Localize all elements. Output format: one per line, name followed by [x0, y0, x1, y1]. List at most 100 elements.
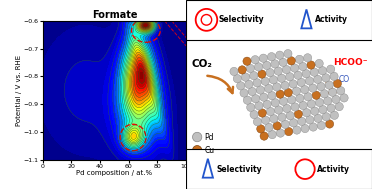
Circle shape: [268, 130, 276, 139]
Circle shape: [330, 111, 339, 119]
Circle shape: [257, 125, 265, 133]
Circle shape: [294, 110, 302, 118]
Circle shape: [293, 126, 301, 134]
Circle shape: [273, 83, 281, 91]
Text: Selectivity: Selectivity: [219, 15, 264, 24]
Circle shape: [278, 74, 286, 82]
Circle shape: [193, 132, 202, 142]
Circle shape: [245, 80, 253, 88]
Circle shape: [287, 57, 295, 65]
Circle shape: [315, 59, 323, 68]
Circle shape: [325, 81, 333, 89]
Circle shape: [266, 107, 275, 116]
Circle shape: [304, 93, 312, 101]
Circle shape: [340, 94, 348, 102]
Circle shape: [299, 62, 307, 71]
Circle shape: [291, 64, 299, 72]
Text: Cu: Cu: [205, 146, 215, 155]
Circle shape: [285, 127, 293, 136]
Circle shape: [276, 51, 284, 59]
Circle shape: [281, 81, 289, 90]
Circle shape: [276, 90, 284, 98]
Circle shape: [258, 70, 266, 78]
Text: HCOO⁻: HCOO⁻: [333, 58, 368, 67]
Circle shape: [271, 60, 279, 68]
Circle shape: [289, 119, 298, 127]
Circle shape: [282, 65, 291, 74]
Circle shape: [291, 103, 299, 111]
Text: CO: CO: [339, 75, 350, 84]
Circle shape: [309, 123, 317, 131]
Circle shape: [253, 79, 261, 87]
Circle shape: [305, 77, 314, 85]
Circle shape: [259, 54, 267, 62]
Circle shape: [240, 89, 248, 97]
Circle shape: [317, 121, 326, 130]
Circle shape: [271, 99, 279, 107]
Circle shape: [255, 102, 263, 110]
Circle shape: [322, 74, 330, 82]
Circle shape: [318, 67, 327, 75]
Circle shape: [279, 97, 288, 105]
Circle shape: [273, 122, 281, 130]
Circle shape: [327, 104, 335, 112]
Circle shape: [247, 103, 255, 112]
Circle shape: [304, 54, 312, 62]
Circle shape: [319, 105, 327, 114]
Circle shape: [294, 71, 302, 79]
Circle shape: [307, 61, 315, 69]
Text: Selectivity: Selectivity: [217, 165, 262, 174]
Circle shape: [274, 67, 282, 75]
Circle shape: [315, 98, 324, 107]
Circle shape: [292, 87, 301, 95]
Circle shape: [254, 63, 263, 71]
Circle shape: [251, 56, 259, 64]
Circle shape: [298, 117, 306, 125]
Text: Activity: Activity: [315, 15, 348, 24]
Circle shape: [310, 68, 318, 76]
Circle shape: [263, 100, 271, 108]
Circle shape: [243, 96, 251, 104]
Circle shape: [279, 58, 287, 67]
Circle shape: [299, 101, 307, 110]
Circle shape: [270, 115, 278, 123]
Circle shape: [328, 88, 337, 96]
Circle shape: [266, 68, 274, 77]
Circle shape: [301, 85, 309, 94]
Circle shape: [276, 129, 285, 137]
Circle shape: [251, 94, 260, 103]
Circle shape: [311, 107, 319, 115]
X-axis label: Pd composition / at.%: Pd composition / at.%: [76, 170, 153, 176]
Circle shape: [230, 67, 238, 76]
Circle shape: [312, 91, 320, 99]
Circle shape: [241, 73, 250, 81]
Circle shape: [302, 108, 311, 117]
Circle shape: [306, 116, 314, 124]
Circle shape: [322, 113, 330, 121]
Circle shape: [332, 95, 340, 104]
FancyBboxPatch shape: [186, 149, 372, 189]
Circle shape: [260, 93, 268, 101]
Circle shape: [193, 146, 202, 155]
Circle shape: [250, 71, 258, 80]
Circle shape: [265, 123, 273, 132]
Text: Activity: Activity: [317, 165, 350, 174]
Circle shape: [337, 87, 345, 95]
Circle shape: [238, 66, 246, 74]
Circle shape: [246, 64, 254, 73]
Circle shape: [281, 120, 289, 129]
Circle shape: [295, 55, 304, 64]
Circle shape: [296, 94, 304, 102]
Circle shape: [302, 70, 310, 78]
Circle shape: [320, 90, 328, 98]
Circle shape: [256, 86, 264, 94]
Circle shape: [324, 97, 332, 105]
Circle shape: [314, 114, 322, 122]
Circle shape: [288, 96, 296, 104]
Circle shape: [253, 118, 262, 126]
Circle shape: [333, 79, 341, 88]
Circle shape: [284, 88, 292, 97]
Circle shape: [335, 102, 343, 111]
Circle shape: [327, 65, 335, 73]
Y-axis label: Potential / V vs. RHE: Potential / V vs. RHE: [16, 55, 22, 126]
